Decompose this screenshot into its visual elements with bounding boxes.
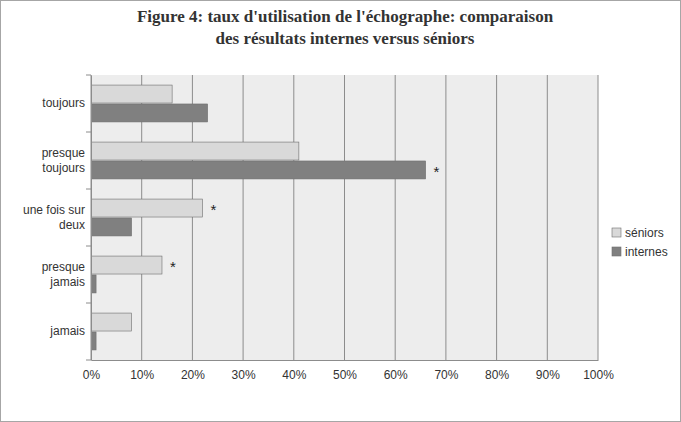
x-axis-line — [92, 360, 599, 361]
bar — [91, 161, 426, 179]
plot-area — [91, 75, 598, 360]
y-separator — [86, 303, 91, 304]
x-tick: 0% — [83, 360, 101, 382]
x-tick-label: 0% — [83, 368, 101, 382]
y-separator — [86, 246, 91, 247]
y-tick-label: presquejamais — [42, 260, 86, 288]
legend-label: séniors — [625, 226, 664, 240]
y-tick: presquetoujours — [42, 146, 91, 174]
y-tick-label: jamais — [49, 324, 85, 338]
series — [91, 85, 299, 331]
bar — [91, 85, 172, 103]
annotation: * — [434, 163, 440, 180]
y-tick: une fois surdeux — [23, 203, 91, 231]
x-tick: 70% — [434, 360, 458, 382]
x-tick: 60% — [384, 360, 408, 382]
grid-line — [445, 75, 446, 360]
x-tick: 100% — [583, 360, 614, 382]
x-tick-label: 30% — [232, 368, 256, 382]
x-axis: 0% 10% 20% 30% 40% 50% 60% 70% 80% 90% 100% — [83, 360, 614, 382]
x-tick: 30% — [232, 360, 256, 382]
grid-line — [293, 75, 294, 360]
bar — [91, 104, 208, 122]
y-separator — [86, 360, 91, 361]
x-tick: 40% — [282, 360, 306, 382]
title: Figure 4: taux d'utilisation de l'échogr… — [137, 7, 554, 48]
y-tick-label: une fois surdeux — [23, 203, 85, 231]
x-tick-label: 50% — [333, 368, 357, 382]
bar — [91, 256, 162, 274]
y-tick: toujours — [42, 96, 91, 110]
x-tick: 20% — [181, 360, 205, 382]
legend-item: séniors — [612, 226, 664, 240]
y-axis-line — [91, 76, 92, 361]
x-tick-label: 60% — [384, 368, 408, 382]
chart: Figure 4: taux d'utilisation de l'échogr… — [0, 0, 681, 422]
x-tick: 10% — [130, 360, 154, 382]
x-tick-label: 90% — [536, 368, 560, 382]
legend-label: internes — [625, 245, 668, 259]
chart-frame — [1, 1, 681, 422]
x-tick-label: 100% — [583, 368, 614, 382]
bar — [91, 313, 132, 331]
series — [91, 104, 426, 350]
annotation: * — [211, 201, 217, 218]
x-tick: 50% — [333, 360, 357, 382]
y-tick: presquejamais — [42, 260, 91, 288]
y-axis: toujours presquetoujours une fois surdeux p… — [23, 76, 92, 361]
x-tick-label: 10% — [130, 368, 154, 382]
x-tick-label: 80% — [485, 368, 509, 382]
annotation: * — [170, 258, 176, 275]
bar — [91, 142, 299, 160]
y-tick-label: presquetoujours — [42, 146, 86, 174]
x-tick-label: 70% — [434, 368, 458, 382]
grid — [91, 75, 598, 360]
grid-line — [496, 75, 497, 360]
legend-swatch — [612, 228, 621, 237]
legend-item: internes — [612, 245, 668, 259]
x-tick: 80% — [485, 360, 509, 382]
y-separator — [86, 189, 91, 190]
grid-line — [598, 75, 599, 360]
y-tick: jamais — [49, 324, 91, 338]
legend-swatch — [612, 247, 621, 256]
legend: séniors internes — [612, 226, 668, 259]
grid-line — [344, 75, 345, 360]
x-tick-label: 20% — [181, 368, 205, 382]
bar — [91, 218, 132, 236]
y-separator — [86, 75, 91, 76]
bars — [91, 85, 426, 350]
bar — [91, 199, 203, 217]
y-tick-label: toujours — [42, 96, 85, 110]
grid-line — [91, 75, 92, 360]
grid-line — [395, 75, 396, 360]
y-separator — [86, 132, 91, 133]
x-tick: 90% — [536, 360, 560, 382]
grid-line — [547, 75, 548, 360]
y-separators — [86, 75, 91, 360]
x-tick-label: 40% — [282, 368, 306, 382]
grid-line — [243, 75, 244, 360]
